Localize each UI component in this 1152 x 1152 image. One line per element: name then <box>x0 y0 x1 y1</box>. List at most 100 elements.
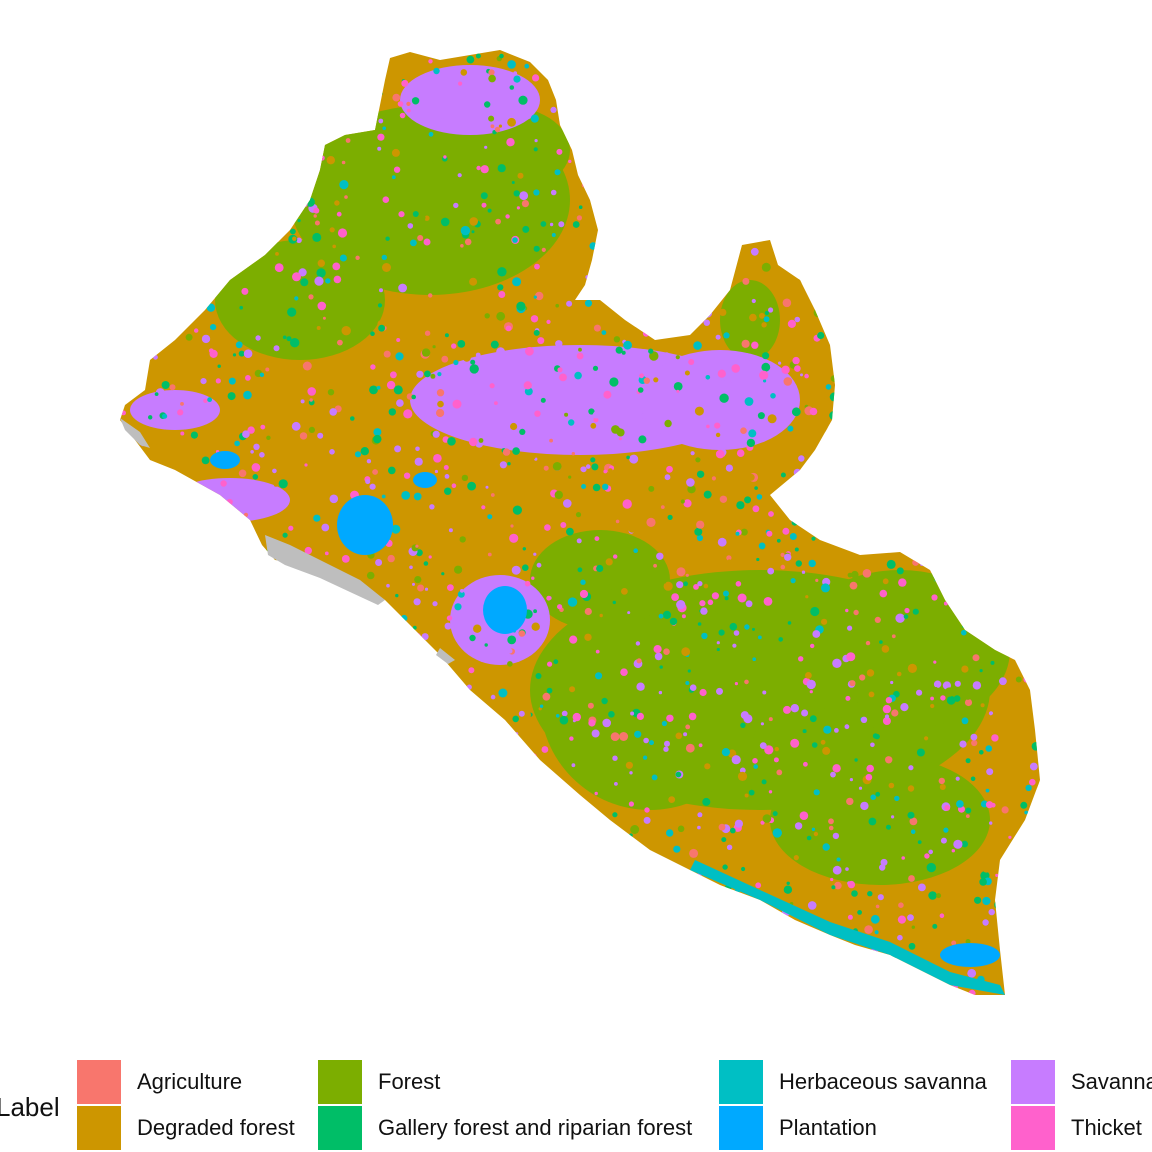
speckle <box>1002 408 1010 416</box>
speckle <box>333 275 342 284</box>
speckle <box>924 176 931 183</box>
speckle <box>907 785 915 792</box>
speckle <box>453 202 459 209</box>
speckle <box>330 624 334 629</box>
speckle <box>607 161 615 169</box>
speckle <box>585 464 591 469</box>
speckle <box>1003 950 1009 956</box>
speckle <box>440 118 446 124</box>
speckle <box>373 428 382 437</box>
speckle <box>550 106 557 113</box>
speckle <box>232 227 237 231</box>
speckle <box>160 732 166 738</box>
speckle <box>1029 778 1036 786</box>
speckle <box>1003 319 1012 328</box>
speckle <box>933 680 942 688</box>
speckle <box>180 431 185 436</box>
speckle <box>401 491 411 500</box>
speckle <box>365 479 371 485</box>
speckle <box>854 250 860 256</box>
speckle <box>469 373 475 380</box>
speckle <box>869 259 873 263</box>
speckle <box>177 986 187 995</box>
speckle <box>968 75 973 80</box>
speckle <box>651 774 658 781</box>
speckle <box>126 659 134 667</box>
speckle <box>391 148 400 157</box>
speckle <box>417 213 426 222</box>
speckle <box>613 56 619 61</box>
speckle <box>619 149 627 158</box>
speckle <box>858 114 863 120</box>
speckle <box>768 717 773 722</box>
speckle <box>307 387 317 396</box>
speckle <box>990 660 995 665</box>
speckle <box>638 960 647 969</box>
speckle <box>961 624 966 628</box>
speckle <box>242 85 250 93</box>
speckle <box>856 387 865 396</box>
speckle <box>637 387 644 393</box>
speckle <box>817 331 825 340</box>
speckle <box>276 647 285 655</box>
speckle <box>546 595 552 601</box>
speckle <box>370 364 376 370</box>
speckle <box>921 364 931 375</box>
speckle <box>557 643 561 647</box>
speckle <box>322 841 328 847</box>
speckle <box>617 347 621 351</box>
speckle <box>968 66 972 70</box>
speckle <box>374 695 384 705</box>
speckle <box>149 740 159 751</box>
speckle <box>731 364 740 373</box>
speckle <box>610 188 618 196</box>
speckle <box>979 479 989 488</box>
speckle <box>363 878 368 884</box>
speckle <box>626 146 633 153</box>
speckle <box>923 996 930 1003</box>
legend-swatch <box>77 1106 121 1150</box>
speckle <box>358 955 362 959</box>
legend-item-savanna: Savanna <box>1011 1060 1152 1104</box>
speckle <box>289 913 295 918</box>
speckle <box>172 562 180 570</box>
speckle <box>412 582 415 586</box>
speckle <box>799 811 809 820</box>
speckle <box>877 894 884 901</box>
speckle <box>797 57 804 64</box>
speckle <box>847 625 853 631</box>
speckle <box>715 432 721 438</box>
speckle <box>804 373 809 379</box>
speckle <box>561 710 568 717</box>
speckle <box>734 819 744 828</box>
speckle <box>157 967 166 977</box>
speckle <box>126 113 135 122</box>
speckle <box>313 604 320 612</box>
speckle <box>873 494 883 503</box>
speckle <box>477 831 483 837</box>
speckle <box>752 505 760 513</box>
speckle <box>355 255 360 260</box>
speckle <box>307 582 317 591</box>
speckle <box>507 648 513 654</box>
speckle <box>495 791 502 797</box>
speckle <box>369 483 376 490</box>
speckle <box>987 368 993 374</box>
speckle <box>673 382 683 391</box>
speckle <box>940 695 946 701</box>
speckle <box>1032 507 1038 513</box>
speckle <box>172 848 179 855</box>
speckle <box>468 753 474 758</box>
speckle <box>490 694 496 700</box>
speckle <box>518 863 525 870</box>
speckle <box>876 129 885 138</box>
speckle <box>658 990 666 995</box>
speckle <box>362 687 369 694</box>
speckle <box>182 933 189 939</box>
speckle <box>507 60 516 69</box>
speckle <box>373 434 382 444</box>
speckle <box>996 407 1000 411</box>
speckle <box>259 826 267 834</box>
speckle <box>393 166 401 173</box>
speckle <box>723 590 729 597</box>
